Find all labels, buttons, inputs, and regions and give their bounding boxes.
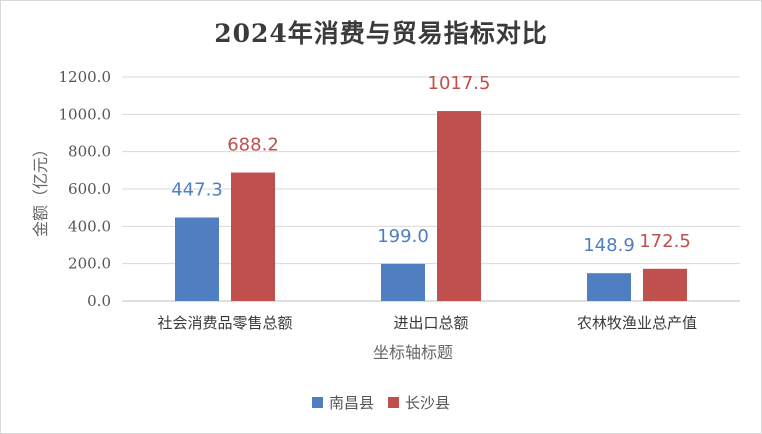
x-tick-label: 进出口总额 — [393, 314, 468, 332]
y-tick-label: 1000.0 — [59, 105, 112, 123]
legend: 南昌县 长沙县 — [0, 392, 762, 413]
data-label: 199.0 — [377, 226, 429, 247]
bar — [175, 217, 219, 301]
bar — [587, 273, 631, 301]
y-tick-label: 0.0 — [87, 292, 111, 310]
bar — [231, 172, 275, 301]
legend-swatch-changsha — [388, 397, 399, 408]
data-label: 447.3 — [171, 180, 223, 201]
y-tick-label: 400.0 — [68, 217, 111, 235]
y-tick-label: 200.0 — [68, 255, 111, 273]
data-label: 148.9 — [583, 235, 635, 256]
x-tick-label: 社会消费品零售总额 — [157, 314, 292, 332]
legend-label-nanchang: 南昌县 — [328, 394, 374, 412]
legend-swatch-nanchang — [311, 397, 323, 408]
legend-item-changsha[interactable]: 长沙县 — [388, 392, 450, 413]
y-tick-label: 800.0 — [68, 143, 111, 161]
data-label: 688.2 — [227, 135, 279, 156]
bar — [381, 263, 425, 301]
bar — [643, 268, 687, 301]
chart-title: 2024年消费与贸易指标对比 — [214, 19, 548, 48]
x-tick-label: 农林牧渔业总产值 — [577, 314, 697, 332]
legend-label-changsha: 长沙县 — [405, 394, 451, 412]
y-tick-label: 600.0 — [68, 180, 111, 198]
x-axis-title: 坐标轴标题 — [373, 343, 453, 362]
legend-item-nanchang[interactable]: 南昌县 — [311, 392, 374, 413]
y-axis-title: 金额（亿元） — [31, 141, 50, 237]
data-label: 172.5 — [639, 231, 691, 252]
bar — [437, 111, 481, 301]
y-tick-label: 1200.0 — [59, 68, 112, 86]
data-label: 1017.5 — [428, 73, 491, 94]
